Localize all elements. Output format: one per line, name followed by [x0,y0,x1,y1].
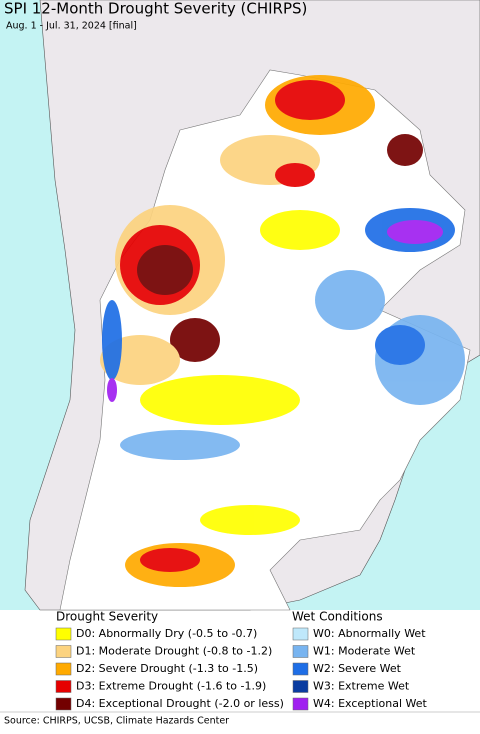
legend-swatch [292,680,309,693]
legend-swatch [55,627,72,641]
legend-label: W0: Abnormally Wet [313,627,426,640]
source: Source: CHIRPS, UCSB, Climate Hazards Ce… [4,716,229,727]
legend-title: Wet Conditions [292,610,383,624]
map [0,0,480,611]
legend-label: W1: Moderate Wet [313,645,416,658]
subtitle: Aug. 1 - Jul. 31, 2024 [final] [6,21,137,32]
legend-swatch [292,662,309,676]
legend-title: Drought Severity [56,610,158,624]
legend-label: D4: Exceptional Drought (-2.0 or less) [76,697,284,710]
legend-swatch [55,645,72,658]
legend: Drought Severity Wet Conditions D0: Abno… [55,610,428,711]
wet-patches [102,208,465,460]
legend-label: D0: Abnormally Dry (-0.5 to -0.7) [76,627,257,640]
legend-label: D1: Moderate Drought (-0.8 to -1.2) [76,645,272,658]
legend-label: D3: Extreme Drought (-1.6 to -1.9) [76,680,266,693]
legend-label: W4: Exceptional Wet [313,697,428,710]
drought-patches [100,75,423,587]
legend-swatch [292,645,309,658]
legend-swatch [55,697,72,711]
legend-label: W2: Severe Wet [313,662,402,675]
legend-label: W3: Extreme Wet [313,680,410,693]
legend-swatch [292,697,309,711]
legend-label: D2: Severe Drought (-1.3 to -1.5) [76,662,258,675]
legend-swatch [55,680,72,693]
legend-swatch [292,627,309,641]
title: SPI 12-Month Drought Severity (CHIRPS) [4,0,307,18]
legend-swatch [55,662,72,676]
